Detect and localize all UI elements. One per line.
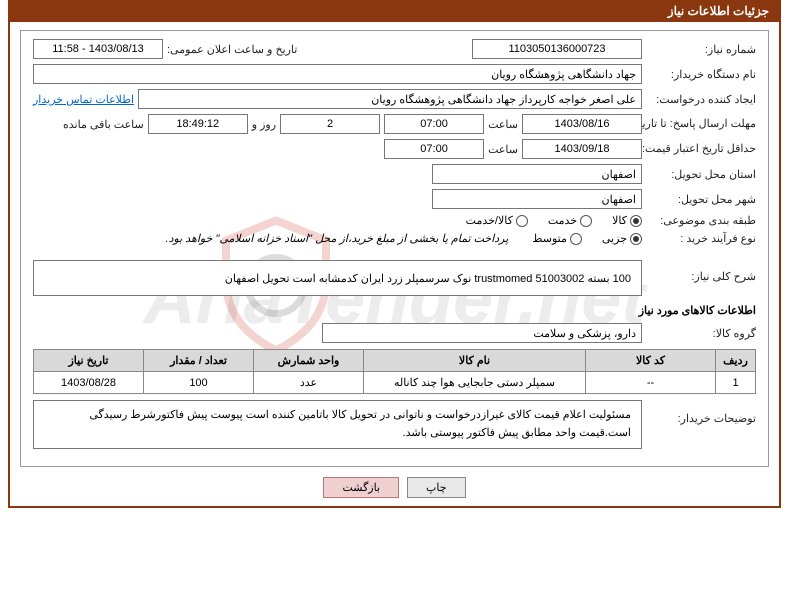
announce-datetime-value: 1403/08/13 - 11:58 — [33, 39, 163, 59]
radio-icon — [570, 233, 582, 245]
price-time-label: ساعت — [488, 143, 518, 156]
delivery-city-value: اصفهان — [432, 189, 642, 209]
process-option-medium[interactable]: متوسط — [532, 232, 582, 245]
need-number-label: شماره نیاز: — [646, 43, 756, 56]
remain-label: ساعت باقی مانده — [63, 118, 144, 131]
items-section-title: اطلاعات کالاهای مورد نیاز — [33, 304, 756, 317]
need-number-value: 1103050136000723 — [472, 39, 642, 59]
col-name: نام کالا — [364, 350, 586, 372]
col-row: ردیف — [716, 350, 756, 372]
panel-header: جزئیات اطلاعات نیاز — [10, 0, 779, 22]
back-button[interactable]: بازگشت — [323, 477, 399, 498]
item-group-value: دارو، پزشکی و سلامت — [322, 323, 642, 343]
price-validity-label: حداقل تاریخ اعتبار قیمت: تا تاریخ: — [646, 142, 756, 156]
items-table: ردیف کد کالا نام کالا واحد شمارش تعداد /… — [33, 349, 756, 394]
purchase-process-radio-group: جزیی متوسط — [532, 232, 642, 245]
price-validity-time: 07:00 — [384, 139, 484, 159]
delivery-province-value: اصفهان — [432, 164, 642, 184]
col-unit: واحد شمارش — [254, 350, 364, 372]
table-row: 1 -- سمپلر دستی جابجایی هوا چند کاناله ع… — [34, 372, 756, 394]
announce-datetime-label: تاریخ و ساعت اعلان عمومی: — [167, 43, 297, 56]
response-deadline-days: 2 — [280, 114, 380, 134]
radio-icon — [580, 215, 592, 227]
category-radio-group: کالا خدمت کالا/خدمت — [466, 214, 642, 227]
buyer-org-value: جهاد دانشگاهی پژوهشگاه رویان — [33, 64, 642, 84]
response-deadline-date: 1403/08/16 — [522, 114, 642, 134]
requester-label: ایجاد کننده درخواست: — [646, 93, 756, 106]
price-validity-date: 1403/09/18 — [522, 139, 642, 159]
delivery-city-label: شهر محل تحویل: — [646, 193, 756, 206]
response-deadline-countdown: 18:49:12 — [148, 114, 248, 134]
requester-value: علی اصغر خواجه کارپرداز جهاد دانشگاهی پژ… — [138, 89, 642, 109]
col-date: تاریخ نیاز — [34, 350, 144, 372]
buyer-contact-link[interactable]: اطلاعات تماس خریدار — [33, 93, 134, 106]
category-option-both[interactable]: کالا/خدمت — [466, 214, 528, 227]
purchase-process-label: نوع فرآیند خرید : — [646, 232, 756, 245]
response-deadline-label: مهلت ارسال پاسخ: تا تاریخ: — [646, 117, 756, 131]
radio-icon — [516, 215, 528, 227]
col-code: کد کالا — [586, 350, 716, 372]
radio-icon — [630, 215, 642, 227]
item-group-label: گروه کالا: — [646, 327, 756, 340]
delivery-province-label: استان محل تحویل: — [646, 168, 756, 181]
buyer-org-label: نام دستگاه خریدار: — [646, 68, 756, 81]
buyer-note-value: مسئولیت اعلام قیمت کالای غیرازدرخواست و … — [33, 400, 642, 449]
need-desc-label: شرح کلی نیاز: — [646, 260, 756, 283]
days-and-label: روز و — [252, 118, 276, 131]
panel-title: جزئیات اطلاعات نیاز — [668, 4, 769, 18]
process-option-minor[interactable]: جزیی — [602, 232, 642, 245]
need-desc-value: 100 بسته trustmomed 51003002 نوک سرسمپلر… — [33, 260, 642, 296]
col-qty: تعداد / مقدار — [144, 350, 254, 372]
treasury-note: پرداخت تمام یا بخشی از مبلغ خرید،از محل … — [166, 232, 509, 245]
response-time-label: ساعت — [488, 118, 518, 131]
category-label: طبقه بندی موضوعی: — [646, 214, 756, 227]
response-deadline-time: 07:00 — [384, 114, 484, 134]
buyer-note-label: توضیحات خریدار: — [646, 400, 756, 425]
category-option-goods[interactable]: کالا — [612, 214, 642, 227]
category-option-service[interactable]: خدمت — [548, 214, 592, 227]
radio-icon — [630, 233, 642, 245]
print-button[interactable]: چاپ — [407, 477, 466, 498]
